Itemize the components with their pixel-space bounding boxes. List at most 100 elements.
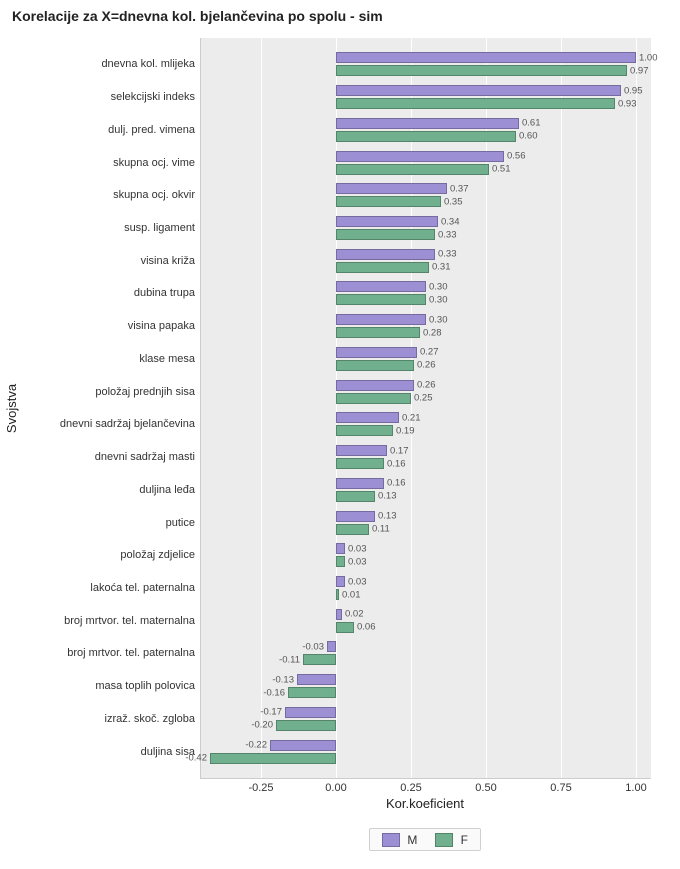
- legend-swatch-m: [382, 833, 400, 847]
- value-label: 0.30: [429, 281, 448, 292]
- x-tick-label: 0.00: [325, 778, 346, 794]
- x-tick-label: -0.25: [248, 778, 273, 794]
- category-label: skupna ocj. okvir: [113, 189, 195, 201]
- bar-m: [327, 641, 336, 652]
- legend: M F: [200, 828, 650, 851]
- legend-label-f: F: [461, 833, 468, 847]
- bar-m: [336, 249, 435, 260]
- value-label: 0.27: [420, 347, 439, 358]
- value-label: 0.60: [519, 131, 538, 142]
- value-label: 0.61: [522, 118, 541, 129]
- value-label: 0.03: [348, 556, 367, 567]
- x-tick-label: 1.00: [625, 778, 646, 794]
- chart-title: Korelacije za X=dnevna kol. bjelančevina…: [12, 8, 383, 24]
- category-label: dubina trupa: [134, 287, 195, 299]
- y-axis-label-wrap: Svojstva: [2, 38, 22, 778]
- bar-m: [336, 380, 414, 391]
- category-label: visina papaka: [128, 320, 195, 332]
- bar-m: [336, 609, 342, 620]
- value-label: 0.33: [438, 229, 457, 240]
- value-label: 0.03: [348, 543, 367, 554]
- bar-m: [336, 314, 426, 325]
- bar-f: [336, 425, 393, 436]
- x-tick-label: 0.50: [475, 778, 496, 794]
- value-label: 0.21: [402, 412, 421, 423]
- bar-f: [303, 654, 336, 665]
- value-label: 0.06: [357, 622, 376, 633]
- category-label: položaj zdjelice: [120, 549, 195, 561]
- legend-wrap: M F: [369, 828, 481, 851]
- category-label: broj mrtvor. tel. maternalna: [64, 615, 195, 627]
- category-label: dnevni sadržaj masti: [95, 451, 195, 463]
- category-label: visina križa: [141, 255, 195, 267]
- bar-m: [336, 151, 504, 162]
- bar-m: [336, 85, 621, 96]
- value-label: 0.30: [429, 294, 448, 305]
- x-tick-label: 0.25: [400, 778, 421, 794]
- bar-m: [285, 707, 336, 718]
- bar-m: [336, 576, 345, 587]
- value-label: 0.01: [342, 589, 361, 600]
- value-label: 0.03: [348, 576, 367, 587]
- value-label: -0.03: [302, 641, 324, 652]
- value-label: -0.13: [272, 674, 294, 685]
- bar-m: [297, 674, 336, 685]
- value-label: 0.35: [444, 196, 463, 207]
- gridline: [261, 38, 262, 778]
- bar-m: [336, 511, 375, 522]
- bar-m: [336, 216, 438, 227]
- value-label: 0.97: [630, 65, 649, 76]
- category-label: broj mrtvor. tel. paternalna: [67, 647, 195, 659]
- plot-area: -0.250.000.250.500.751.00dnevna kol. mli…: [200, 38, 651, 779]
- value-label: 0.51: [492, 164, 511, 175]
- category-label: dulj. pred. vimena: [108, 124, 195, 136]
- bar-f: [210, 753, 336, 764]
- gridline: [486, 38, 487, 778]
- category-label: položaj prednjih sisa: [95, 386, 195, 398]
- bar-m: [270, 740, 336, 751]
- value-label: 0.02: [345, 609, 364, 620]
- chart-container: Korelacije za X=dnevna kol. bjelančevina…: [0, 0, 680, 869]
- value-label: 0.30: [429, 314, 448, 325]
- category-label: dnevni sadržaj bjelančevina: [60, 418, 195, 430]
- value-label: 0.31: [432, 262, 451, 273]
- bar-f: [336, 229, 435, 240]
- gridline: [636, 38, 637, 778]
- legend-item-m: M: [382, 832, 417, 847]
- value-label: 0.13: [378, 511, 397, 522]
- bar-f: [336, 164, 489, 175]
- bar-f: [336, 294, 426, 305]
- value-label: 0.17: [390, 445, 409, 456]
- bar-f: [336, 196, 441, 207]
- category-label: susp. ligament: [124, 222, 195, 234]
- bar-f: [336, 491, 375, 502]
- bar-f: [336, 556, 345, 567]
- bar-m: [336, 543, 345, 554]
- bar-f: [336, 393, 411, 404]
- bar-m: [336, 412, 399, 423]
- bar-m: [336, 52, 636, 63]
- category-label: izraž. skoč. zgloba: [105, 713, 195, 725]
- bar-f: [336, 622, 354, 633]
- value-label: 0.93: [618, 98, 637, 109]
- bar-f: [336, 360, 414, 371]
- value-label: 0.11: [372, 524, 390, 535]
- value-label: 0.26: [417, 360, 436, 371]
- value-label: 0.13: [378, 491, 397, 502]
- bar-f: [336, 327, 420, 338]
- bar-f: [276, 720, 336, 731]
- bar-m: [336, 281, 426, 292]
- bar-f: [336, 458, 384, 469]
- category-label: putice: [166, 517, 195, 529]
- gridline: [561, 38, 562, 778]
- bar-f: [336, 98, 615, 109]
- bar-f: [336, 524, 369, 535]
- value-label: 0.26: [417, 380, 436, 391]
- y-axis-label: Svojstva: [5, 383, 20, 432]
- bar-m: [336, 478, 384, 489]
- value-label: -0.20: [251, 720, 273, 731]
- value-label: 0.19: [396, 425, 415, 436]
- category-label: selekcijski indeks: [111, 91, 195, 103]
- value-label: 0.95: [624, 85, 643, 96]
- x-tick-label: 0.75: [550, 778, 571, 794]
